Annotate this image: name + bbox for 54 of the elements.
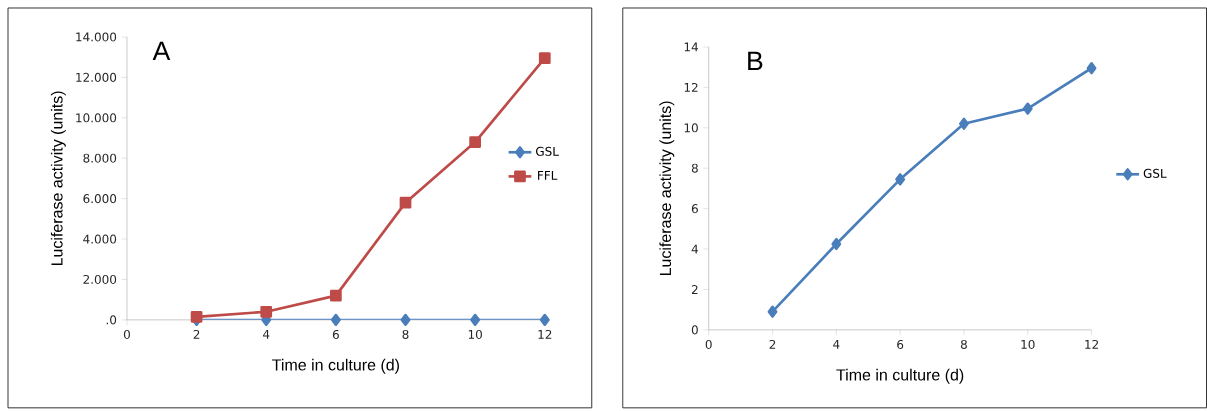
point [190, 311, 203, 323]
point [538, 52, 551, 65]
point [895, 173, 906, 186]
point [329, 289, 342, 302]
y-tick-label: 4 [691, 244, 698, 254]
x-tick-label: 4 [833, 339, 840, 349]
point [831, 237, 842, 251]
y-tick-label: 6 [691, 204, 698, 214]
x-axis-title: Time in culture (d) [836, 368, 964, 384]
point [959, 117, 969, 130]
point [1022, 102, 1033, 115]
x-tick-label: 2 [769, 339, 776, 349]
legend-label: GSL [536, 146, 559, 156]
point [470, 313, 481, 327]
x-tick-label: 0 [123, 329, 130, 340]
point [400, 313, 411, 327]
y-tick-label: 14.000 [76, 32, 117, 42]
x-tick-label: 6 [332, 329, 339, 340]
legend-label: FFL [538, 171, 558, 180]
x-tick-label: 10 [468, 329, 482, 340]
y-tick-label: 4.000 [83, 234, 117, 244]
y-tick-label: 10.000 [76, 113, 117, 123]
y-tick-label: 14 [684, 42, 698, 52]
chart-title: B [748, 51, 763, 71]
x-tick-label: 2 [193, 329, 200, 339]
x-tick-label: 4 [263, 329, 270, 339]
x-tick-label: 6 [897, 339, 904, 350]
y-tick-label: 10 [684, 123, 698, 133]
y-tick-label: 2.000 [83, 274, 117, 285]
y-tick-label: .0 [106, 315, 117, 325]
x-tick-label: 8 [402, 329, 409, 340]
point [330, 313, 341, 327]
point [399, 196, 412, 209]
point [469, 136, 482, 148]
point [539, 313, 550, 327]
y-tick-label: 8 [691, 163, 698, 173]
x-tick-label: 12 [538, 329, 552, 339]
x-axis-title: Time in culture (d) [272, 358, 399, 374]
x-tick-label: 12 [1085, 339, 1098, 349]
y-axis-title: Luciferase activity (units) [659, 101, 675, 276]
legend-label: GSL [1143, 168, 1167, 178]
y-tick-label: 6.000 [83, 194, 117, 204]
x-tick-label: 0 [705, 339, 712, 350]
y-tick-label: 12.000 [76, 72, 117, 83]
point [767, 305, 778, 318]
x-tick-label: 8 [960, 339, 967, 350]
x-tick-label: 10 [1021, 339, 1035, 350]
y-tick-label: 8.000 [83, 153, 117, 163]
y-tick-label: 12 [684, 83, 698, 92]
y-tick-label: 2 [691, 285, 698, 294]
y-axis-title: Luciferase activity (units) [50, 91, 66, 266]
point [1086, 62, 1097, 75]
point [260, 305, 273, 318]
chart-title: A [152, 41, 171, 61]
